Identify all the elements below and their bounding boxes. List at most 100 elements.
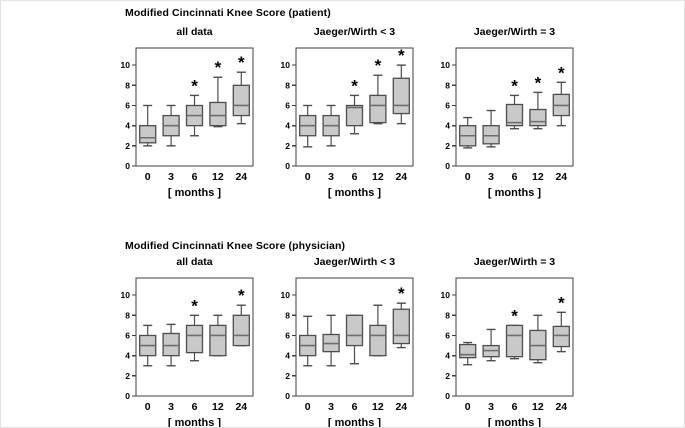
box-rect	[482, 125, 500, 145]
plot-frame	[295, 47, 414, 167]
x-tick-label: 24	[555, 171, 567, 183]
x-tick-label: 24	[395, 171, 407, 183]
x-tick-label: 6	[352, 171, 358, 183]
y-axis-tick-label: 10	[281, 290, 291, 300]
y-axis-tick-label: 2	[445, 371, 450, 381]
significance-star: *	[398, 284, 405, 303]
x-tick-label: 0	[145, 401, 151, 413]
x-tick-label: 6	[512, 401, 518, 413]
y-axis-tick-label: 2	[285, 371, 290, 381]
y-axis-tick-label: 6	[285, 330, 290, 340]
box-group	[482, 328, 500, 362]
significance-star: *	[511, 76, 518, 95]
box-group	[162, 323, 180, 367]
y-axis-tick-label: 6	[445, 100, 450, 110]
y-axis-tick-label: 10	[121, 290, 131, 300]
y-axis-tick-label: 2	[125, 371, 130, 381]
y-axis-tick-label: 4	[125, 351, 130, 361]
significance-star: *	[191, 76, 198, 95]
x-axis-label: [ months ]	[168, 417, 221, 428]
panel-title: Jaeger/Wirth < 3	[313, 256, 396, 268]
x-tick-label: 3	[488, 171, 494, 183]
panel-physician-all-data: all data 0 2 4 6 8 10 0 3 * 6 12 * 24[ months ]	[101, 256, 256, 428]
box-group: *	[369, 56, 387, 125]
x-tick-label: 24	[235, 401, 247, 413]
x-tick-label: 24	[555, 401, 567, 413]
box-rect	[232, 84, 250, 117]
box-group: *	[552, 63, 570, 127]
box-group	[369, 304, 387, 357]
panel-patient-jaeger-wirth-eq3: Jaeger/Wirth = 3 0 2 4 6 8 10 0 3 * 6 * 12 * 24[ mont…	[421, 26, 576, 208]
x-tick-label: 12	[532, 171, 544, 183]
x-tick-label: 12	[372, 401, 384, 413]
y-axis-tick-label: 4	[125, 121, 130, 131]
y-axis-tick-label: 8	[125, 310, 130, 320]
box-rect	[209, 324, 227, 357]
box-group: *	[552, 293, 570, 353]
box-group	[299, 315, 317, 367]
box-group: *	[505, 306, 524, 360]
y-axis-tick-label: 4	[285, 121, 290, 131]
significance-star: *	[398, 46, 405, 65]
y-axis-tick-label: 6	[285, 100, 290, 110]
box-group	[322, 104, 340, 147]
significance-star: *	[558, 293, 565, 312]
y-axis-tick-label: 4	[285, 351, 290, 361]
box-group: *	[529, 73, 547, 130]
box-group	[345, 314, 364, 365]
box-group: *	[232, 286, 250, 347]
y-axis-tick-label: 8	[445, 80, 450, 90]
x-tick-label: 6	[512, 171, 518, 183]
panel-physician-jaeger-wirth-eq3: Jaeger/Wirth = 3 0 2 4 6 8 10 0 3 * 6 12 * 24[ month…	[421, 256, 576, 427]
box-rect	[369, 94, 387, 124]
y-axis-tick-label: 8	[285, 310, 290, 320]
y-axis-tick-label: 10	[441, 60, 451, 70]
significance-star: *	[558, 63, 565, 82]
box-rect	[185, 324, 204, 354]
plot-frame	[135, 277, 254, 397]
box-group	[139, 104, 157, 147]
x-tick-label: 0	[305, 171, 311, 183]
x-tick-label: 0	[305, 401, 311, 413]
y-axis-tick-label: 2	[125, 141, 130, 151]
y-axis-tick-label: 0	[445, 391, 450, 401]
x-tick-label: 3	[168, 171, 174, 183]
y-axis-tick-label: 6	[125, 330, 130, 340]
box-rect	[139, 125, 157, 144]
box-group	[322, 314, 340, 367]
box-rect	[162, 332, 180, 357]
y-axis-tick-label: 6	[125, 100, 130, 110]
box-rect	[369, 324, 387, 357]
x-tick-label: 12	[532, 401, 544, 413]
x-tick-label: 6	[192, 401, 198, 413]
y-axis-tick-label: 0	[285, 391, 290, 401]
y-axis-tick-label: 6	[445, 330, 450, 340]
significance-star: *	[238, 286, 245, 305]
panel-patient-jaeger-wirth-lt3: Jaeger/Wirth < 3 0 2 4 6 8 10 0 3 * 6 * 12 * 24[ mont…	[261, 26, 416, 208]
panel-patient-all-data: all data 0 2 4 6 8 10 0 3 * 6 * 12 * 24[ months ]	[101, 26, 256, 208]
plot-frame	[455, 277, 574, 397]
y-axis-tick-label: 0	[445, 161, 450, 171]
y-axis-tick-label: 0	[125, 391, 130, 401]
significance-star: *	[535, 73, 542, 92]
y-axis-tick-label: 0	[125, 161, 130, 171]
box-rect	[505, 103, 524, 127]
panel-title: Jaeger/Wirth = 3	[473, 26, 556, 38]
x-tick-label: 3	[168, 401, 174, 413]
box-group	[459, 116, 477, 149]
x-tick-label: 12	[372, 171, 384, 183]
box-group	[459, 341, 477, 366]
box-group: *	[392, 46, 410, 125]
box-group: *	[185, 76, 204, 137]
y-axis-tick-label: 0	[285, 161, 290, 171]
x-tick-label: 3	[328, 401, 334, 413]
y-axis-tick-label: 10	[121, 60, 131, 70]
y-axis-tick-label: 2	[285, 141, 290, 151]
box-group	[299, 104, 317, 148]
significance-star: *	[375, 56, 382, 75]
box-rect	[529, 108, 547, 127]
